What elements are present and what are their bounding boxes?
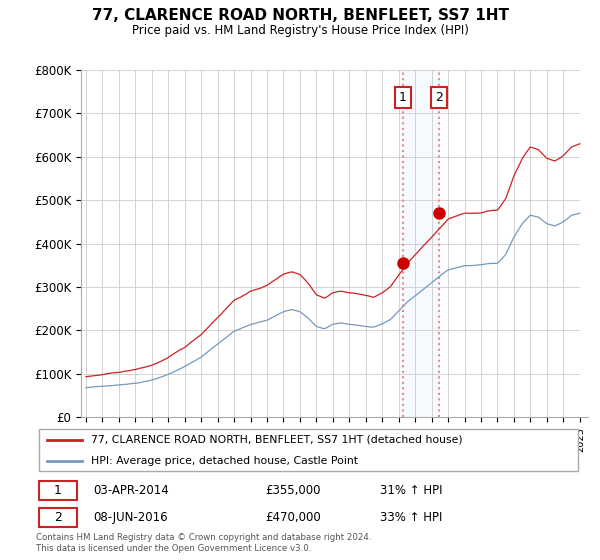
Text: 08-JUN-2016: 08-JUN-2016 (94, 511, 168, 524)
Text: £355,000: £355,000 (265, 484, 321, 497)
Text: 77, CLARENCE ROAD NORTH, BENFLEET, SS7 1HT (detached house): 77, CLARENCE ROAD NORTH, BENFLEET, SS7 1… (91, 435, 462, 445)
Bar (580, 70, 588, 417)
Text: Price paid vs. HM Land Registry's House Price Index (HPI): Price paid vs. HM Land Registry's House … (131, 24, 469, 36)
Text: 2: 2 (54, 511, 62, 524)
Text: 1: 1 (54, 484, 62, 497)
FancyBboxPatch shape (39, 508, 77, 526)
Text: £470,000: £470,000 (265, 511, 321, 524)
Text: Contains HM Land Registry data © Crown copyright and database right 2024.
This d: Contains HM Land Registry data © Crown c… (36, 533, 371, 553)
Text: 77, CLARENCE ROAD NORTH, BENFLEET, SS7 1HT: 77, CLARENCE ROAD NORTH, BENFLEET, SS7 1… (91, 8, 509, 24)
Text: 1: 1 (399, 91, 407, 104)
Text: 2: 2 (435, 91, 443, 104)
Text: 31% ↑ HPI: 31% ↑ HPI (380, 484, 442, 497)
FancyBboxPatch shape (39, 429, 578, 472)
FancyBboxPatch shape (39, 481, 77, 500)
Text: 33% ↑ HPI: 33% ↑ HPI (380, 511, 442, 524)
Bar (403, 70, 439, 417)
Bar (580, 70, 588, 417)
Text: HPI: Average price, detached house, Castle Point: HPI: Average price, detached house, Cast… (91, 456, 358, 466)
Text: 03-APR-2014: 03-APR-2014 (94, 484, 169, 497)
